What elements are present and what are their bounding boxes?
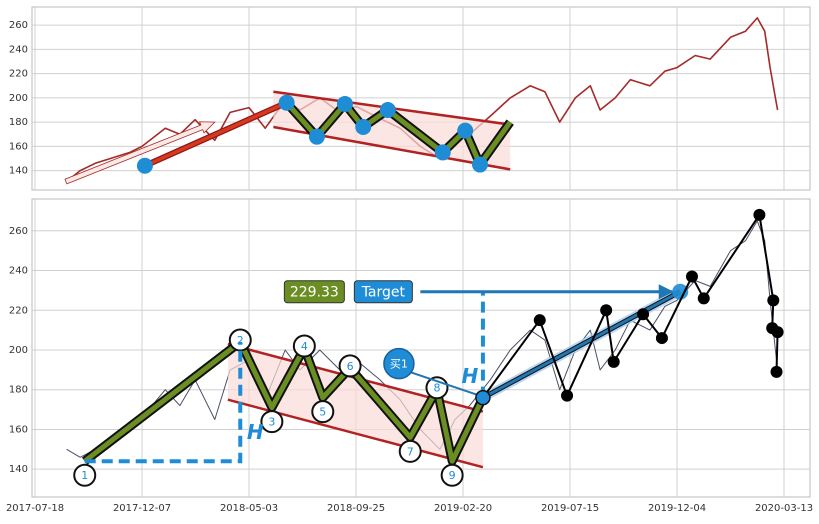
pattern-point [379,102,396,119]
pattern-point [471,156,488,173]
x-tick-label: 2017-12-07 [113,503,171,514]
y-tick-label: 260 [9,226,28,237]
black-point [685,270,698,283]
black-point [637,308,650,321]
target-label: Target [361,285,406,301]
y-tick-label: 200 [9,345,28,356]
point-label: 1 [81,469,88,482]
zigzag-line [83,339,486,464]
point-label: 4 [301,340,308,353]
black-point [767,294,780,307]
pattern-point [308,128,325,145]
point-label: 3 [268,416,275,429]
point-label: 7 [407,445,414,458]
y-tick-label: 240 [9,266,28,277]
point-label: 9 [449,469,456,482]
target-value: 229.33 [290,285,339,301]
y-tick-label: 180 [9,385,28,396]
x-tick-label: 2019-07-15 [541,503,599,514]
point-label: 8 [433,382,440,395]
black-point [655,332,668,345]
y-tick-label: 220 [9,305,28,316]
black-point [561,389,574,402]
pattern-point [278,94,295,111]
pattern-point [355,118,372,135]
point-label: 2 [237,334,244,347]
point-label: 5 [319,406,326,419]
x-tick-label: 2019-12-04 [648,503,706,514]
height-measure [84,342,243,464]
y-tick-label: 240 [9,44,28,55]
x-tick-label: 2017-07-18 [6,503,64,514]
y-tick-label: 260 [9,20,28,31]
black-point [697,292,710,305]
trend-arrow [64,121,216,185]
height-label: H [462,364,479,388]
target-box [353,280,413,304]
buy-pointer [408,370,478,396]
x-tick-label: 2018-09-25 [327,503,385,514]
y-tick-label: 140 [9,166,28,177]
pattern-point [457,122,474,139]
black-point [533,314,546,327]
breakout-point [475,389,491,406]
point-label-circle [440,463,464,487]
y-tick-label: 160 [9,424,28,435]
x-tick-label: 2020-03-13 [755,503,813,514]
target-point [672,283,689,300]
buy-marker [383,347,415,380]
black-point [770,365,783,378]
point-label-circle [338,354,362,378]
point-label-circle [292,334,316,358]
y-tick-label: 160 [9,141,28,152]
trend-line [144,101,288,168]
y-tick-label: 140 [9,464,28,475]
point-label-circle [73,463,97,487]
pattern-point [136,157,153,174]
height-label: H [247,420,264,444]
black-point [753,208,766,221]
panel: 140 160 180 200 220 240 260 2017-07-18 2017-12-0… [6,198,813,514]
target-trend-inner [482,290,681,400]
point-label-circle [311,400,335,424]
point-label: 6 [347,360,354,373]
buy-label: 买1 [390,358,408,371]
pattern-point [336,95,353,112]
y-tick-label: 220 [9,69,28,80]
x-tick-label: 2019-02-20 [434,503,492,514]
x-tick-label: 2018-05-03 [220,503,278,514]
black-point [607,355,620,368]
y-tick-label: 200 [9,93,28,104]
panel: 140 160 180 200 220 240 260 [9,6,811,191]
point-label-circle [398,439,422,463]
y-tick-label: 180 [9,117,28,128]
point-label-circle [228,328,252,352]
pattern-point [434,144,451,161]
black-point [771,326,784,339]
target-value-box [283,280,345,304]
black-point [600,304,613,317]
point-label-circle [260,410,284,434]
